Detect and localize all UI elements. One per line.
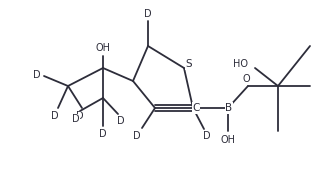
Text: D: D — [133, 131, 141, 141]
Text: OH: OH — [95, 43, 111, 53]
Text: C: C — [192, 103, 200, 113]
Text: OH: OH — [220, 135, 236, 145]
Text: D: D — [33, 70, 41, 80]
Text: D: D — [99, 129, 107, 139]
Text: D: D — [117, 116, 125, 126]
Text: D: D — [51, 111, 59, 121]
Text: D: D — [144, 9, 152, 19]
Text: D: D — [72, 114, 80, 124]
Text: HO: HO — [233, 59, 248, 69]
Text: D: D — [76, 111, 84, 121]
Text: S: S — [186, 59, 192, 69]
Text: B: B — [225, 103, 233, 113]
Text: O: O — [242, 74, 250, 84]
Text: D: D — [203, 131, 211, 141]
